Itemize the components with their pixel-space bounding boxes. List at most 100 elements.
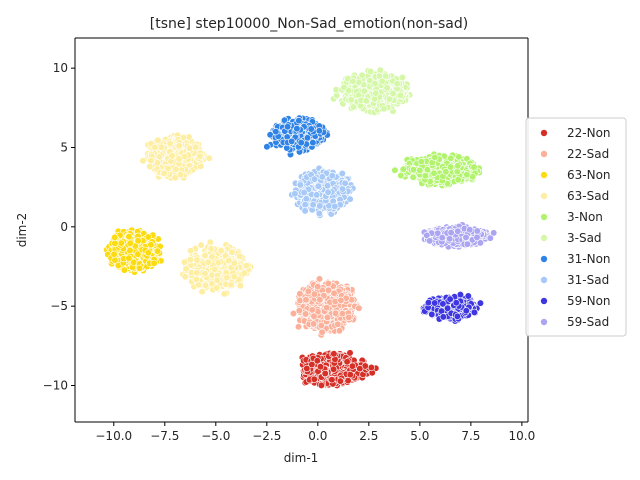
scatter-point <box>242 262 250 270</box>
scatter-point <box>346 371 354 379</box>
scatter-point <box>301 201 309 209</box>
scatter-point <box>303 134 312 142</box>
scatter-point <box>175 142 183 150</box>
legend-label: 59-Non <box>567 294 611 308</box>
scatter-point <box>334 320 342 328</box>
scatter-point <box>236 252 244 260</box>
scatter-point <box>153 159 161 167</box>
scatter-point <box>431 299 439 307</box>
legend-label: 31-Non <box>567 252 611 266</box>
scatter-point <box>328 376 336 384</box>
scatter-point <box>302 296 310 304</box>
series-22-Non <box>298 349 380 390</box>
x-axis-ticks: −10.0 −7.5 −5.0 −2.5 0.0 2.5 5.0 7.5 10.0 <box>95 422 535 443</box>
scatter-point <box>348 362 357 370</box>
scatter-point <box>139 157 147 165</box>
scatter-point <box>315 275 324 283</box>
scatter-point <box>288 137 296 145</box>
scatter-point <box>424 299 433 307</box>
scatter-point <box>454 162 462 170</box>
scatter-point <box>318 328 326 336</box>
scatter-point <box>416 166 424 174</box>
scatter-point <box>398 73 407 82</box>
scatter-point <box>315 209 323 218</box>
scatter-point <box>130 258 138 266</box>
scatter-point <box>217 247 225 255</box>
legend-label: 3-Sad <box>567 231 602 245</box>
scatter-point <box>295 307 303 315</box>
scatter-point <box>337 296 345 305</box>
scatter-point <box>304 287 313 295</box>
scatter-point <box>263 143 271 151</box>
scatter-point <box>454 227 462 235</box>
scatter-point <box>220 290 228 298</box>
scatter-point <box>323 304 331 312</box>
scatter-point <box>372 89 380 97</box>
scatter-point <box>470 308 479 317</box>
scatter-point <box>446 295 454 303</box>
scatter-point <box>177 171 185 179</box>
legend-label: 31-Sad <box>567 273 609 287</box>
scatter-point <box>345 313 353 322</box>
scatter-point <box>308 306 316 314</box>
scatter-point <box>228 248 236 256</box>
scatter-point <box>473 227 481 235</box>
x-tick-label: 2.5 <box>359 429 378 443</box>
scatter-point <box>358 71 366 79</box>
scatter-point <box>117 239 125 247</box>
scatter-point <box>207 245 215 253</box>
scatter-point <box>150 259 158 267</box>
scatter-point <box>346 195 354 203</box>
scatter-point <box>230 273 238 281</box>
scatter-point <box>197 241 205 249</box>
scatter-point <box>335 327 344 335</box>
scatter-point <box>330 365 338 373</box>
legend-marker <box>540 171 548 179</box>
scatter-point <box>308 360 316 369</box>
scatter-point <box>151 143 159 151</box>
scatter-point <box>464 292 472 300</box>
scatter-point <box>296 290 304 298</box>
scatter-point <box>341 179 349 187</box>
scatter-point <box>439 313 447 321</box>
legend-label: 59-Sad <box>567 315 609 329</box>
scatter-point <box>225 257 233 265</box>
scatter-point <box>144 233 152 241</box>
y-tick-label: −5 <box>50 299 68 313</box>
scatter-point <box>331 202 339 210</box>
scatter-point <box>313 357 321 365</box>
scatter-point <box>393 80 401 88</box>
scatter-point <box>355 304 363 312</box>
scatter-point <box>302 195 310 203</box>
legend-marker <box>540 255 548 263</box>
scatter-point <box>385 95 394 103</box>
scatter-point <box>317 321 325 330</box>
y-axis-label: dim-2 <box>15 213 29 248</box>
scatter-point <box>314 182 323 190</box>
scatter-point <box>362 97 370 105</box>
series-63-Sad <box>179 238 255 298</box>
x-tick-label: −5.0 <box>201 429 230 443</box>
scatter-point <box>120 266 128 274</box>
scatter-point <box>125 233 133 241</box>
scatter-point <box>240 269 248 277</box>
scatter-point <box>366 67 375 76</box>
scatter-point <box>317 381 326 390</box>
y-tick-label: 0 <box>60 220 68 234</box>
scatter-point <box>309 139 317 147</box>
scatter-point <box>146 163 154 171</box>
scatter-point <box>181 273 189 281</box>
scatter-point <box>198 288 206 296</box>
scatter-point <box>204 258 212 266</box>
scatter-point <box>157 143 165 151</box>
scatter-point <box>315 127 323 135</box>
legend: 22-Non22-Sad63-Non63-Sad3-Non3-Sad31-Non… <box>525 117 627 337</box>
scatter-point <box>367 363 376 372</box>
x-tick-label: 0.0 <box>308 429 327 443</box>
x-tick-label: 7.5 <box>461 429 480 443</box>
scatter-point <box>310 290 319 298</box>
scatter-point <box>446 235 454 243</box>
scatter-point <box>453 312 462 321</box>
scatter-point <box>399 165 407 173</box>
scatter-point <box>309 201 317 209</box>
